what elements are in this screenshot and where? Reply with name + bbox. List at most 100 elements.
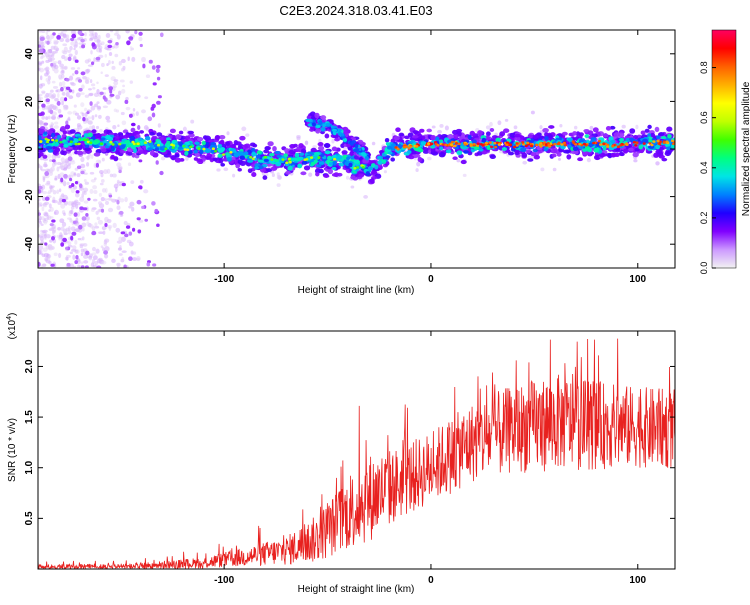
noise-point (38, 234, 41, 238)
noise-point (139, 43, 143, 48)
noise-point (157, 95, 162, 99)
noise-point (47, 92, 53, 98)
noise-point (112, 222, 117, 229)
ridge-point (54, 147, 61, 153)
noise-point (132, 227, 136, 232)
noise-point (62, 30, 68, 33)
y-tick-label: 0 (24, 146, 35, 152)
noise-point (78, 87, 83, 92)
noise-point (540, 132, 545, 136)
ridge-point (525, 149, 531, 154)
noise-point (74, 49, 78, 56)
noise-point (123, 220, 128, 226)
ridge-point (411, 150, 418, 155)
noise-point (71, 231, 77, 236)
noise-point (114, 53, 119, 58)
ridge-core-point (484, 141, 488, 145)
noise-point (98, 45, 103, 50)
noise-point (68, 53, 73, 58)
noise-point (64, 97, 68, 102)
ridge-point (288, 149, 295, 155)
noise-point (60, 73, 65, 79)
noise-point (111, 173, 117, 178)
ridge-core-point (547, 143, 551, 147)
noise-point (74, 41, 79, 47)
ridge-point (610, 153, 617, 158)
noise-point (489, 121, 493, 127)
ridge-point (178, 130, 184, 135)
noise-point (38, 261, 41, 267)
ridge-point (130, 122, 136, 127)
ridge-point (420, 141, 427, 146)
noise-point (68, 184, 72, 189)
ridge-core-point (251, 157, 255, 161)
noise-point (51, 80, 56, 84)
branch-point (342, 130, 348, 135)
ridge-core-point (249, 156, 253, 159)
noise-point (124, 196, 128, 203)
ridge-point (245, 161, 252, 167)
ridge-core-point (495, 141, 500, 145)
noise-point (81, 84, 85, 90)
noise-point (103, 239, 108, 245)
noise-point (142, 63, 146, 69)
ridge-point (658, 147, 665, 151)
ridge-point (661, 157, 668, 162)
noise-point (40, 264, 44, 268)
noise-point (102, 247, 105, 252)
noise-point (119, 79, 125, 83)
noise-point (71, 183, 75, 187)
noise-point (118, 169, 122, 174)
ridge-core-point (131, 140, 135, 144)
ridge-point (561, 131, 568, 136)
noise-point (65, 86, 71, 91)
noise-point (101, 188, 107, 193)
ridge-point (149, 131, 155, 136)
ridge-point (332, 160, 337, 166)
ridge-point (395, 127, 401, 133)
ridge-point (60, 149, 65, 156)
noise-point (96, 89, 100, 94)
noise-point (48, 209, 51, 212)
noise-point (39, 36, 45, 41)
noise-point (38, 215, 42, 221)
ridge-point (206, 153, 213, 158)
noise-point (61, 54, 66, 60)
ridge-point (593, 154, 601, 161)
noise-point (62, 180, 67, 186)
noise-point (59, 37, 65, 43)
branch-point (361, 153, 367, 157)
noise-point (128, 36, 134, 40)
noise-point (91, 61, 95, 66)
noise-point (41, 30, 46, 33)
noise-point (115, 30, 119, 35)
ridge-core-point (539, 142, 543, 145)
ridge-point (193, 157, 199, 161)
noise-point (94, 222, 98, 227)
noise-point (116, 205, 121, 211)
noise-point (38, 249, 42, 255)
ridge-point (667, 133, 672, 139)
noise-point (155, 160, 159, 165)
ridge-point (237, 168, 242, 172)
noise-point (108, 226, 112, 231)
noise-point (43, 252, 49, 258)
ridge-point (628, 147, 634, 152)
ridge-point (193, 149, 198, 154)
ridge-point (246, 159, 254, 163)
branch-point (311, 122, 317, 127)
noise-point (62, 91, 66, 97)
noise-point (75, 190, 80, 194)
ridge-point (422, 147, 429, 152)
ridge-core-point (109, 140, 113, 144)
noise-point (82, 243, 88, 247)
noise-point (136, 217, 141, 221)
noise-point (131, 152, 136, 158)
ridge-point (572, 146, 579, 152)
noise-point (485, 125, 491, 130)
ridge-point (166, 140, 171, 145)
noise-point (92, 246, 96, 252)
ridge-core-point (78, 138, 82, 141)
noise-point (43, 67, 48, 71)
ridge-point (331, 154, 338, 160)
